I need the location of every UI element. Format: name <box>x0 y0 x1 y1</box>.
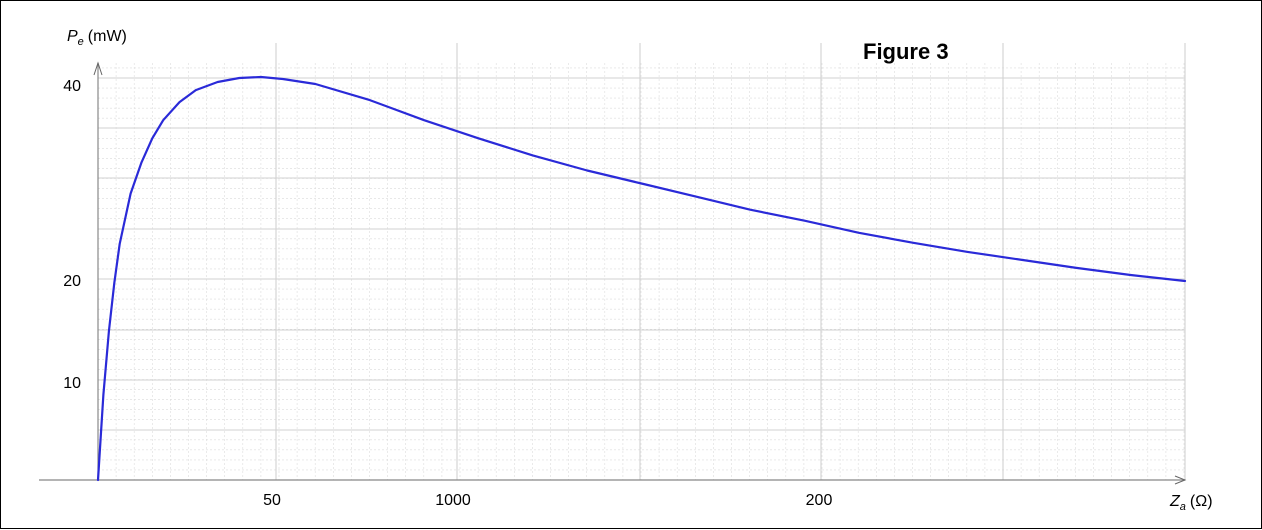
y-axis-label: Pe (mW) <box>67 28 127 48</box>
x-tick-label: 200 <box>806 492 833 509</box>
x-tick-label: 1000 <box>435 492 471 509</box>
x-axis-label: Za (Ω) <box>1169 493 1213 513</box>
y-axis-subscript: e <box>78 36 84 48</box>
y-tick-label: 10 <box>63 375 81 392</box>
y-axis-arrow <box>93 61 103 76</box>
y-axis-unit: (mW) <box>88 28 127 45</box>
x-tick-label: 50 <box>263 492 281 509</box>
x-axis-subscript: a <box>1180 501 1186 513</box>
y-tick-label: 20 <box>63 273 81 290</box>
series-line <box>96 75 1187 482</box>
x-axis-symbol: Z <box>1169 493 1181 510</box>
major-grid <box>98 43 1186 480</box>
x-axis-arrow <box>1174 475 1187 485</box>
chart-title: Figure 3 <box>863 39 949 64</box>
y-tick-label: 40 <box>63 78 81 95</box>
y-axis-symbol: P <box>67 28 78 45</box>
x-axis-unit: (Ω) <box>1190 493 1213 510</box>
minor-grid <box>97 63 1185 481</box>
